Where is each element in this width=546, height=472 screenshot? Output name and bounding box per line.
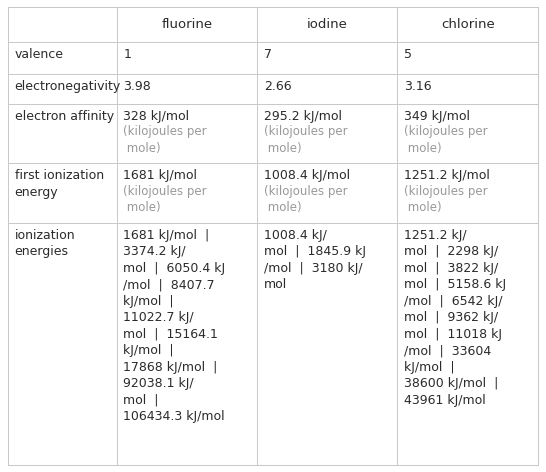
Text: 349 kJ/mol: 349 kJ/mol xyxy=(404,110,470,123)
Text: 1008.4 kJ/mol: 1008.4 kJ/mol xyxy=(264,169,350,182)
Text: (kilojoules per
 mole): (kilojoules per mole) xyxy=(264,126,347,155)
Text: (kilojoules per
 mole): (kilojoules per mole) xyxy=(264,185,347,214)
Text: chlorine: chlorine xyxy=(441,18,495,31)
Text: 328 kJ/mol: 328 kJ/mol xyxy=(123,110,189,123)
Text: 3.98: 3.98 xyxy=(123,80,151,93)
Text: iodine: iodine xyxy=(307,18,348,31)
Text: first ionization
energy: first ionization energy xyxy=(15,169,104,199)
Text: electron affinity: electron affinity xyxy=(15,110,114,123)
Text: 1251.2 kJ/
mol  |  2298 kJ/
mol  |  3822 kJ/
mol  |  5158.6 kJ
/mol  |  6542 kJ/: 1251.2 kJ/ mol | 2298 kJ/ mol | 3822 kJ/… xyxy=(404,229,506,407)
Text: 1681 kJ/mol: 1681 kJ/mol xyxy=(123,169,197,182)
Text: 7: 7 xyxy=(264,49,272,61)
Text: ionization
energies: ionization energies xyxy=(15,229,75,258)
Text: (kilojoules per
 mole): (kilojoules per mole) xyxy=(404,126,488,155)
Text: 1251.2 kJ/mol: 1251.2 kJ/mol xyxy=(404,169,490,182)
Text: 1: 1 xyxy=(123,49,131,61)
Text: (kilojoules per
 mole): (kilojoules per mole) xyxy=(404,185,488,214)
Text: (kilojoules per
 mole): (kilojoules per mole) xyxy=(123,126,207,155)
Text: electronegativity: electronegativity xyxy=(15,80,121,93)
Text: valence: valence xyxy=(15,49,64,61)
Text: 3.16: 3.16 xyxy=(404,80,432,93)
Text: 1008.4 kJ/
mol  |  1845.9 kJ
/mol  |  3180 kJ/
mol: 1008.4 kJ/ mol | 1845.9 kJ /mol | 3180 k… xyxy=(264,229,366,291)
Text: 295.2 kJ/mol: 295.2 kJ/mol xyxy=(264,110,342,123)
Text: 5: 5 xyxy=(404,49,412,61)
Text: fluorine: fluorine xyxy=(162,18,212,31)
Text: (kilojoules per
 mole): (kilojoules per mole) xyxy=(123,185,207,214)
Text: 1681 kJ/mol  |
3374.2 kJ/
mol  |  6050.4 kJ
/mol  |  8407.7
kJ/mol  |
11022.7 kJ: 1681 kJ/mol | 3374.2 kJ/ mol | 6050.4 kJ… xyxy=(123,229,225,423)
Text: 2.66: 2.66 xyxy=(264,80,291,93)
